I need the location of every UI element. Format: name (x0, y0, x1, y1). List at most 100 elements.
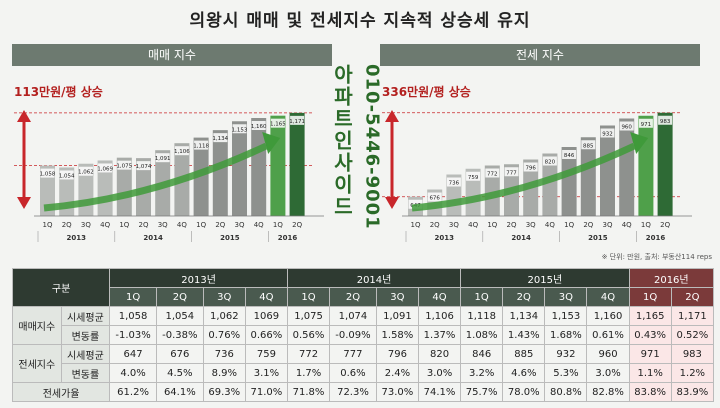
bar-value-label: 1,062 (78, 170, 94, 176)
bar-value-label: 772 (487, 172, 498, 178)
table-cell: 1.43% (502, 325, 546, 345)
table-row: 변동률 4.0% 4.5% 8.9% 3.1% 1.7% 0.6% 2.4% 3.0% 3.2% 4… (13, 363, 715, 383)
year-label: 2016 (278, 234, 298, 242)
table-cell: 4.0% (109, 363, 157, 383)
quarter-header: 3Q (544, 287, 588, 307)
x-tick-label: 2Q (660, 221, 670, 229)
bar (542, 153, 558, 216)
table-row: 변동률 -1.03% -0.38% 0.76% 0.66% 0.56% -0.09% 1.58… (13, 325, 715, 345)
table-cell: 71.8% (286, 382, 331, 402)
bar (580, 137, 596, 216)
x-tick-label: 2Q (583, 221, 593, 229)
row-label: 시세평균 (60, 344, 111, 364)
bar-label-bg (638, 118, 653, 128)
x-tick-label: 4Q (254, 221, 264, 229)
table-cell: 1,134 (502, 306, 546, 326)
x-tick-label: 1Q (564, 221, 574, 229)
quarter-header: 1Q (109, 287, 157, 307)
bar-label-bg (232, 124, 247, 134)
bar (619, 118, 635, 216)
row-label: 변동률 (60, 363, 111, 383)
bar-value-label: 1,171 (289, 119, 305, 125)
sale-index-chart: 113만원/평 상승 1,058 1Q 1,054 2Q 1,062 3Q 1,069 4Q 1,… (14, 84, 324, 242)
bar-label-bg (581, 140, 596, 150)
table-cell: 885 (502, 344, 546, 364)
rise-arrow-head-down (385, 197, 399, 209)
table-row: 전세지수 시세평균 647 676 736 759 772 777 796 820 846 885 93… (12, 344, 715, 383)
bar-label-bg (523, 162, 538, 172)
x-tick-label: 4Q (468, 221, 478, 229)
table-cell: 1069 (244, 306, 288, 326)
table-cell: 676 (155, 344, 204, 364)
x-tick-label: 1Q (43, 221, 53, 229)
row-group-label: 전세가율 (11, 382, 111, 402)
table-cell: 1.08% (460, 325, 504, 345)
table-cell: 73.0% (375, 382, 419, 402)
bar-label-bg (485, 168, 500, 178)
x-tick-label: 1Q (273, 221, 283, 229)
unit-note: ※ 단위: 만원, 출처: 부동산114 reps (601, 253, 712, 261)
table-cell: 1,074 (329, 306, 377, 326)
x-tick-label: 3Q (526, 221, 536, 229)
table-cell: 1,118 (460, 306, 504, 326)
x-tick-label: 1Q (119, 221, 129, 229)
row-label: 시세평균 (60, 306, 111, 326)
bar-label-bg (213, 133, 228, 143)
year-2016: 2016년 (628, 268, 715, 288)
bar-value-label: 983 (660, 119, 671, 125)
year-label: 2013 (67, 234, 87, 242)
quarter-header: 2Q (329, 287, 377, 307)
bar (193, 137, 209, 216)
bar-label-bg (136, 161, 151, 171)
x-tick-label: 2Q (507, 221, 517, 229)
table-cell: 0.76% (202, 325, 246, 345)
x-tick-label: 2Q (292, 221, 302, 229)
table-cell: 64.1% (155, 382, 204, 402)
quarter-header: 3Q (202, 287, 246, 307)
x-tick-label: 4Q (100, 221, 110, 229)
quarter-header: 2Q (502, 287, 546, 307)
bar (232, 121, 247, 216)
x-tick-label: 3Q (81, 221, 91, 229)
row-label: 변동률 (60, 325, 111, 345)
bar-value-label: 1,091 (155, 156, 171, 162)
annotation-text: 113만원/평 상승 (14, 84, 103, 99)
table-cell: 736 (202, 344, 246, 364)
table-cell: 1,091 (375, 306, 419, 326)
year-label: 2016 (646, 234, 666, 242)
bar (212, 130, 228, 216)
table-cell: 1,171 (670, 306, 715, 326)
table-corner: 구분 (11, 268, 111, 307)
quarter-header: 1Q (286, 287, 331, 307)
jeonse-index-panel: 전세 지수 336만원/평 상승 647 1Q 676 2Q 736 3Q 759 4Q 772 1… (380, 44, 700, 254)
x-tick-label: 3Q (603, 221, 613, 229)
table-cell: 1.2% (670, 363, 715, 383)
table-cell: -0.09% (329, 325, 377, 345)
bar-value-label: 971 (641, 122, 652, 128)
table-cell: 1,106 (417, 306, 462, 326)
table-cell: 80.8% (544, 382, 588, 402)
table-cell: 820 (417, 344, 462, 364)
table-cell: 4.6% (502, 363, 546, 383)
sale-index-panel: 매매 지수 113만원/평 상승 1,058 1Q 1,054 2Q 1,062 3Q 1,0… (12, 44, 332, 254)
bar (484, 165, 500, 216)
x-tick-label: 2Q (215, 221, 225, 229)
bar-value-label: 1,153 (232, 127, 248, 133)
table-quarter-row: 1Q 2Q 3Q 4Q 1Q 2Q 3Q 4Q 1Q 2Q 3Q 4Q 1Q 2Q (13, 287, 715, 307)
bar-label-bg (619, 121, 634, 131)
table-cell: 1.7% (286, 363, 331, 383)
x-tick-label: 1Q (196, 221, 206, 229)
bar-value-label: 676 (429, 196, 440, 202)
sale-chart-title: 매매 지수 (12, 44, 332, 66)
bar-label-bg (270, 118, 285, 128)
bar-value-label: 1,106 (174, 149, 190, 155)
quarter-header: 2Q (155, 287, 204, 307)
table-cell: 83.8% (628, 382, 672, 402)
table-cell: 5.3% (544, 363, 588, 383)
bar-label-bg (427, 192, 442, 202)
bar-label-bg (446, 177, 461, 187)
quarter-header: 1Q (460, 287, 504, 307)
year-label: 2014 (511, 234, 531, 242)
bar-label-bg (59, 170, 74, 180)
x-tick-label: 3Q (158, 221, 168, 229)
